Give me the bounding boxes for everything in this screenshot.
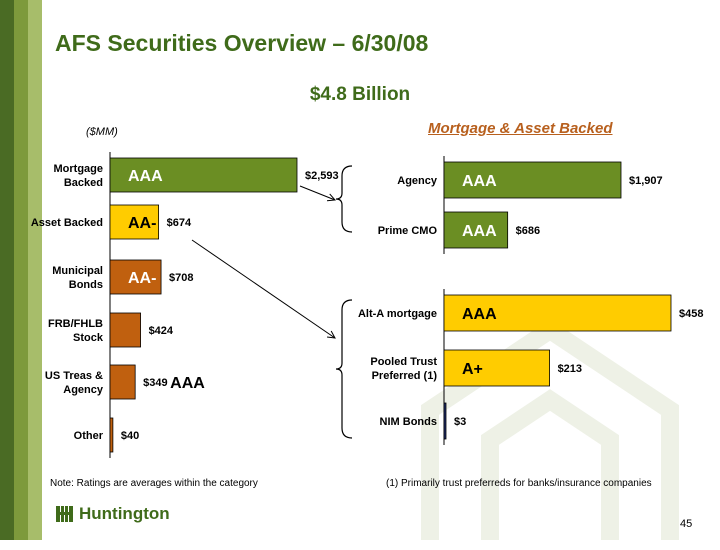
category-label: US Treas & (45, 370, 103, 382)
bar (109, 417, 114, 453)
category-label: Bonds (69, 279, 103, 291)
rating-label: A+ (462, 361, 483, 378)
category-label: Mortgage (54, 163, 104, 175)
sidebar-stripes (0, 0, 42, 540)
bar (109, 364, 136, 400)
bar (109, 157, 298, 193)
units-label: ($MM) (86, 126, 118, 138)
rating-label: AA- (128, 270, 156, 287)
value-label: $424 (149, 325, 174, 337)
value-label: $674 (167, 217, 192, 229)
value-label: $686 (516, 225, 540, 237)
rating-label: AA- (128, 215, 156, 232)
value-label: $2,593 (305, 170, 339, 182)
connector-line (299, 185, 336, 201)
value-label: $40 (121, 430, 139, 442)
logo: Huntington (55, 504, 170, 524)
category-label: Backed (64, 177, 103, 189)
ratings-note: Note: Ratings are averages within the ca… (50, 478, 258, 489)
footnote: (1) Primarily trust preferreds for banks… (386, 478, 652, 489)
total-amount: $4.8 Billion (309, 84, 411, 105)
category-label: Agency (63, 384, 104, 396)
brace (335, 165, 353, 233)
connector-arrowhead (326, 193, 337, 202)
bar (109, 259, 162, 295)
value-label: $213 (558, 363, 582, 375)
huntington-logo-icon (56, 506, 73, 522)
value-label: $349 (143, 377, 167, 389)
bar (443, 211, 509, 249)
bar (109, 204, 160, 240)
rating-label: AAA (462, 223, 497, 240)
page-number: 45 (680, 518, 693, 530)
category-label: Preferred (1) (372, 370, 438, 382)
category-label: Asset Backed (31, 217, 103, 229)
rating-label: AAA (462, 173, 497, 190)
bar (443, 349, 550, 387)
right-chart-subtitle: Mortgage & Asset Backed (428, 120, 613, 137)
rating-label: AAA (170, 375, 205, 392)
value-label: $1,907 (629, 175, 663, 187)
rating-label: AAA (462, 306, 497, 323)
category-label: Prime CMO (378, 225, 438, 237)
category-label: Pooled Trust (370, 356, 437, 368)
category-label: FRB/FHLB (48, 318, 103, 330)
page-title: AFS Securities Overview – 6/30/08 (55, 30, 429, 56)
bar (443, 402, 447, 440)
logo-text: Huntington (79, 504, 170, 523)
brace (335, 299, 353, 439)
value-label: $458 (679, 308, 703, 320)
connector-line (191, 239, 336, 339)
rating-label: AAA (128, 168, 163, 185)
bar (109, 312, 141, 348)
category-label: Other (74, 430, 104, 442)
category-label: Alt-A mortgage (358, 308, 437, 320)
category-label: NIM Bonds (380, 416, 437, 428)
connector-arrowhead (327, 330, 336, 339)
value-label: $708 (169, 272, 193, 284)
category-label: Stock (73, 332, 104, 344)
bar (443, 294, 672, 332)
category-label: Municipal (52, 265, 103, 277)
category-label: Agency (397, 175, 438, 187)
bar (443, 161, 622, 199)
value-label: $3 (454, 416, 466, 428)
